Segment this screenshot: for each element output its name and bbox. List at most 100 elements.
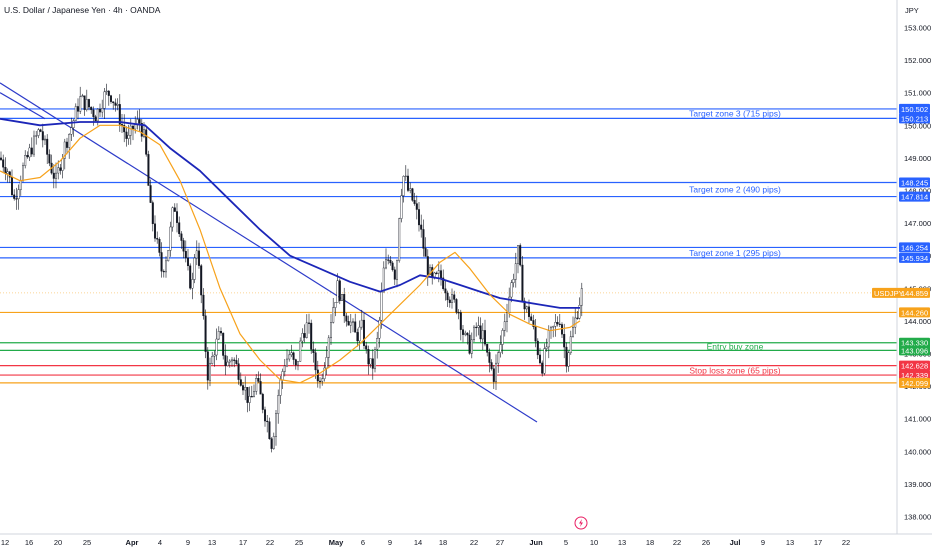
x-tick-label: 13 [618, 538, 626, 547]
candle-body [510, 282, 513, 298]
candle-body [120, 124, 123, 126]
level-badge [899, 177, 930, 188]
candle-body [580, 288, 583, 306]
level-badge-text: 142.099 [901, 379, 928, 388]
level-badge [899, 191, 930, 202]
candle-body [506, 312, 509, 322]
y-tick-label: 149.000 [904, 154, 931, 163]
candle-body [85, 99, 88, 110]
candle-body [24, 155, 27, 166]
candle-body [462, 329, 465, 335]
candle-body [116, 104, 119, 106]
y-tick-label: 153.000 [904, 24, 931, 33]
candle-body [382, 267, 385, 293]
candle-body [398, 218, 401, 261]
candle-body [415, 203, 418, 210]
candle-body [347, 321, 350, 326]
candle-body [453, 294, 456, 300]
y-tick-label: 141.000 [904, 415, 931, 424]
x-tick-label: 12 [1, 538, 9, 547]
candle-body [286, 358, 289, 367]
x-tick-label: 22 [266, 538, 274, 547]
candle-body [521, 264, 524, 302]
candle-body [547, 330, 550, 348]
x-tick-label: 26 [702, 538, 710, 547]
candle-body [184, 251, 187, 259]
x-tick-label: 25 [295, 538, 303, 547]
candle-body [182, 240, 185, 252]
candle-body [451, 294, 454, 303]
candle-body [349, 321, 352, 326]
candle-body [74, 106, 77, 121]
candle-body [543, 348, 546, 374]
candle-body [459, 312, 462, 330]
candle-body [164, 260, 167, 273]
candle-body [59, 167, 62, 171]
candle-body [264, 409, 267, 422]
candle-body [81, 95, 84, 97]
candle-body [142, 129, 145, 137]
candle-body [426, 256, 429, 275]
candle-body [237, 363, 240, 380]
time-axis[interactable]: 12 16 20 25 Apr 4 9 13 17 22 25 May 6 9 14 18 22 27 Jun 5 10… [1, 538, 850, 547]
level-badge [899, 113, 930, 124]
candle-body [217, 331, 220, 340]
candle-body [402, 176, 405, 196]
candle-body [224, 355, 227, 366]
candle-body [281, 371, 284, 381]
candle-body [312, 349, 315, 353]
candle-body [246, 387, 249, 403]
candle-body [219, 331, 222, 334]
candle-body [189, 265, 192, 289]
candle-body [420, 224, 423, 230]
candle-body [107, 90, 110, 96]
level-badge-text: 142.339 [901, 371, 928, 380]
candle-body [118, 104, 121, 125]
level-badge [899, 377, 930, 388]
candle-body [338, 280, 341, 301]
x-tick-label: May [329, 538, 344, 547]
candle-body [248, 396, 251, 403]
candle-body [61, 158, 64, 171]
candle-body [358, 326, 361, 342]
price-axis[interactable]: 138.000139.000140.000141.000142.000143.0… [904, 24, 931, 522]
candle-body [343, 294, 346, 317]
candle-body [442, 277, 445, 290]
candle-body [140, 122, 143, 137]
last-price-value: 144.859 [901, 289, 928, 298]
candle-body [508, 296, 511, 313]
candle-body [530, 316, 533, 321]
trendline [0, 92, 46, 120]
x-tick-label: 18 [646, 538, 654, 547]
x-tick-label: 13 [208, 538, 216, 547]
zone-label: Target zone 2 (490 pips) [689, 185, 781, 195]
candle-body [413, 200, 416, 204]
candle-body [484, 330, 487, 345]
zone-label: Target zone 1 (295 pips) [689, 248, 781, 258]
x-tick-label: Jul [730, 538, 741, 547]
candle-body [160, 252, 163, 272]
candle-body [565, 346, 568, 367]
lightning-icon[interactable] [574, 516, 588, 530]
candle-body [127, 135, 130, 139]
level-badge [899, 370, 930, 381]
candle-body [8, 171, 11, 178]
x-tick-label: 13 [786, 538, 794, 547]
candle-body [365, 345, 368, 350]
moving-averages [0, 117, 581, 384]
candle-body [435, 272, 438, 274]
candle-body [323, 367, 326, 379]
candle-body [37, 129, 40, 136]
candle-body [470, 339, 473, 354]
candle-body [65, 141, 68, 148]
x-tick-label: 17 [239, 538, 247, 547]
candle-body [440, 270, 443, 279]
level-badge-text: 150.213 [901, 114, 928, 123]
candle-body [57, 167, 60, 174]
candle-body [103, 91, 106, 109]
level-badge [899, 252, 930, 263]
level-badge-text: 142.628 [901, 362, 928, 371]
candle-body [202, 294, 205, 317]
